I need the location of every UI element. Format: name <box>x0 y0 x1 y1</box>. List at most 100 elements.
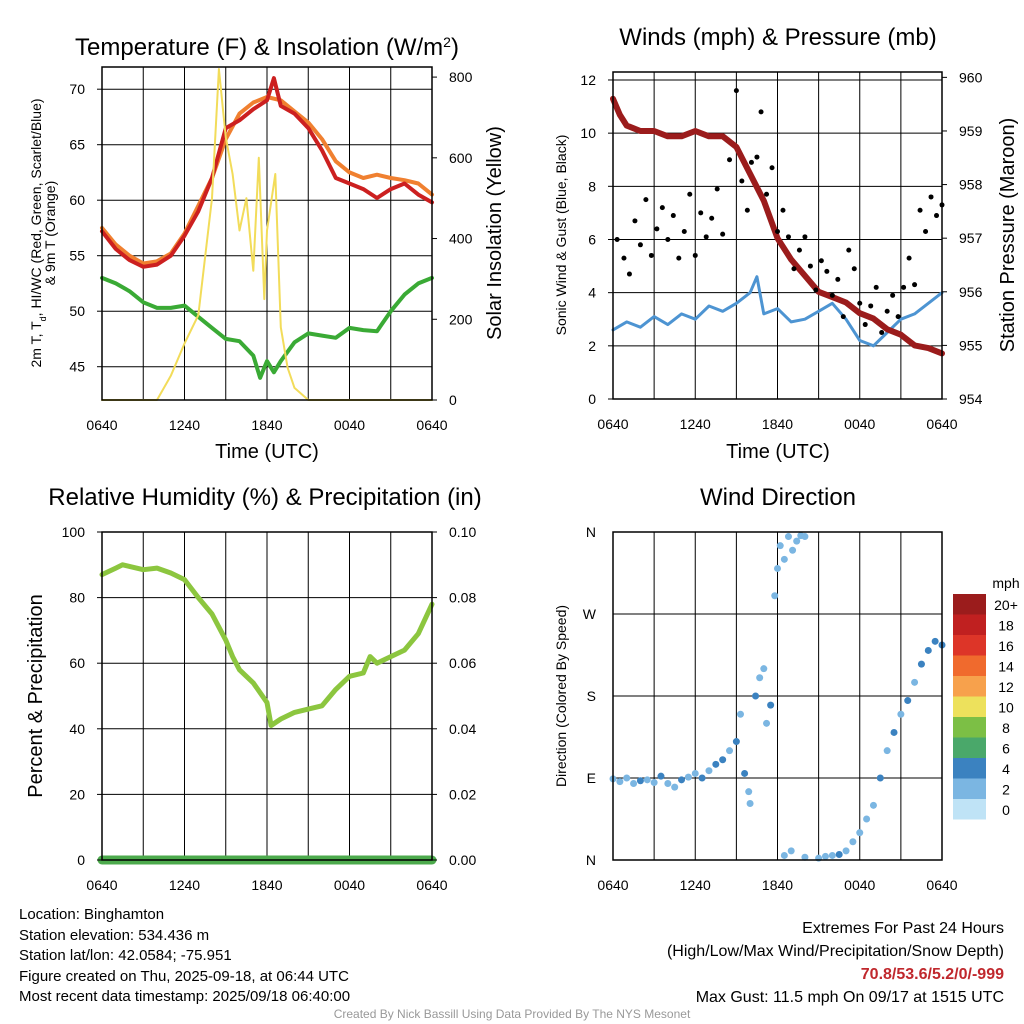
gust-point <box>846 247 852 253</box>
gust-point <box>648 252 654 258</box>
x-tick-label: 1240 <box>680 877 711 893</box>
direction-point <box>789 546 797 554</box>
gust-point <box>934 213 940 219</box>
y-tick-label: 0 <box>588 391 596 407</box>
direction-point <box>719 756 727 764</box>
x-tick-label: 0040 <box>844 416 875 432</box>
gust-point <box>802 234 808 240</box>
y-tick-label: 45 <box>69 359 85 375</box>
direction-point <box>752 692 760 700</box>
y-tick-label: 6 <box>588 231 596 247</box>
y-tick-label: 55 <box>69 248 85 264</box>
winds-xlabel: Time (UTC) <box>726 441 830 463</box>
x-tick-label: 0640 <box>926 877 957 893</box>
max-gust-text: Max Gust: 11.5 mph On 09/17 at 1515 UTC <box>695 989 1004 1006</box>
y2-tick-label: 0.10 <box>449 524 476 540</box>
x-tick-label: 1240 <box>169 877 200 893</box>
x-tick-label: 0640 <box>416 877 447 893</box>
gust-point <box>687 191 693 197</box>
legend-label: 6 <box>1002 741 1010 757</box>
direction-point <box>801 853 809 861</box>
direction-point <box>801 533 809 541</box>
y-tick-label: 10 <box>580 125 596 141</box>
x-tick-label: 0640 <box>86 417 117 433</box>
extremes-subtitle: (High/Low/Max Wind/Precipitation/Snow De… <box>666 943 1004 960</box>
gust-point <box>901 284 907 290</box>
gust-point <box>862 322 868 328</box>
direction-point <box>924 646 932 654</box>
legend-label: 8 <box>1002 720 1010 736</box>
direction-point <box>756 674 764 682</box>
legend-label: 12 <box>998 679 1014 695</box>
y-tick-label: E <box>587 770 596 786</box>
x-tick-label: 1840 <box>251 877 282 893</box>
extremes-values: 70.8/53.6/5.2/0/-999 <box>860 966 1004 983</box>
temperature-frame <box>101 66 433 401</box>
direction-point <box>842 847 850 855</box>
winds-title: Winds (mph) & Pressure (mb) <box>619 24 936 51</box>
direction-title: Wind Direction <box>700 484 856 511</box>
extremes-title: Extremes For Past 24 Hours <box>802 920 1004 937</box>
x-tick-label: 0640 <box>86 877 117 893</box>
y-tick-label: 40 <box>69 721 85 737</box>
legend-label: 14 <box>998 659 1014 675</box>
y-tick-label: 12 <box>580 72 596 88</box>
latlon-text: Station lat/lon: 42.0584; -75.951 <box>19 947 232 964</box>
gust-point <box>733 88 739 94</box>
direction-point <box>763 719 771 727</box>
gust-point <box>824 268 830 274</box>
direction-point <box>917 660 925 668</box>
gust-point <box>632 218 638 224</box>
credit-text: Created By Nick Bassill Using Data Provi… <box>333 1007 691 1021</box>
y2-tick-label: 600 <box>449 150 473 166</box>
gust-point <box>727 157 733 163</box>
x-tick-label: 0640 <box>597 877 628 893</box>
y-tick-label: 100 <box>62 524 86 540</box>
direction-point <box>650 779 658 787</box>
gust-point <box>829 292 835 298</box>
humidity-frame <box>101 531 433 861</box>
direction-ylabel: Direction (Colored By Speed) <box>553 605 569 787</box>
direction-point <box>904 697 912 705</box>
y-tick-label: 70 <box>69 81 85 97</box>
legend-label: 18 <box>998 618 1014 634</box>
y2-tick-label: 957 <box>959 230 983 246</box>
y2-tick-label: 956 <box>959 284 983 300</box>
gust-point <box>785 234 791 240</box>
y-tick-label: 60 <box>69 655 85 671</box>
direction-point <box>863 815 871 823</box>
gust-point <box>840 314 846 320</box>
y2-tick-label: 0.06 <box>449 655 476 671</box>
x-tick-label: 1840 <box>762 877 793 893</box>
gust-point <box>906 255 912 261</box>
series-line <box>611 275 944 348</box>
y-tick-label: 8 <box>588 178 596 194</box>
x-tick-label: 1840 <box>251 417 282 433</box>
recent-text: Most recent data timestamp: 2025/09/18 0… <box>19 988 351 1005</box>
y2-tick-label: 0.08 <box>449 590 476 606</box>
gust-point <box>714 186 720 192</box>
gust-point <box>748 159 754 165</box>
direction-point <box>643 776 651 784</box>
temperature-panel: Temperature (F) & Insolation (W/m2) 0640… <box>28 34 506 463</box>
gust-point <box>895 314 901 320</box>
legend-swatch <box>953 737 986 758</box>
gust-point <box>681 229 687 235</box>
series-line <box>100 76 434 269</box>
gust-point <box>928 194 934 200</box>
direction-point <box>890 728 898 736</box>
direction-point <box>671 783 679 791</box>
y2-tick-label: 800 <box>449 69 473 85</box>
series-line <box>610 95 945 357</box>
x-tick-label: 1240 <box>169 417 200 433</box>
gust-point <box>654 226 660 232</box>
created-text: Figure created on Thu, 2025-09-18, at 06… <box>19 967 349 985</box>
gust-point <box>614 236 620 242</box>
direction-point <box>771 592 779 600</box>
direction-point <box>780 555 788 563</box>
gust-point <box>796 247 802 253</box>
direction-point <box>876 774 884 782</box>
winds-panel: Winds (mph) & Pressure (mb) 0640 1240 1840… <box>553 24 1019 463</box>
direction-point <box>869 801 877 809</box>
